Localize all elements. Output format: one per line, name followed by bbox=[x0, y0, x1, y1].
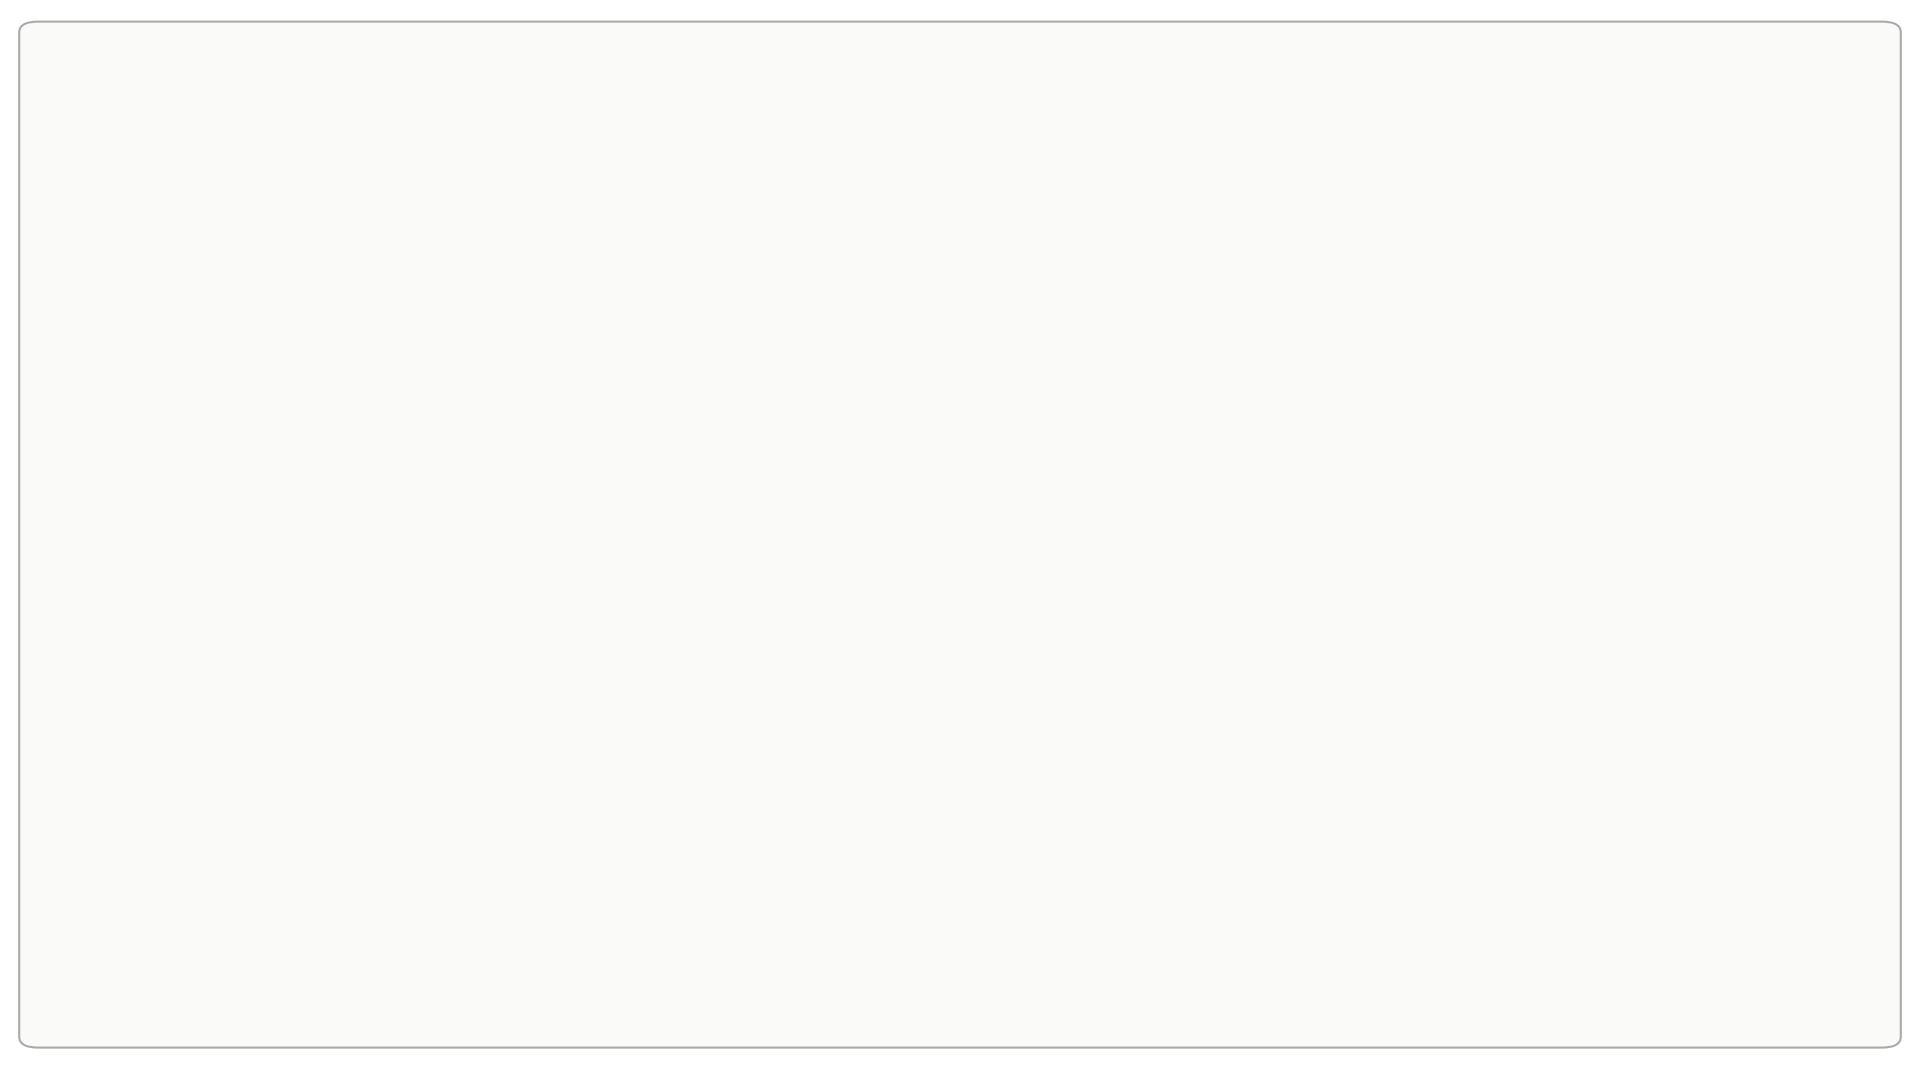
Polygon shape bbox=[588, 582, 699, 983]
Polygon shape bbox=[111, 181, 223, 983]
Polygon shape bbox=[747, 678, 856, 983]
Circle shape bbox=[1513, 195, 1536, 214]
Polygon shape bbox=[1538, 802, 1649, 983]
Circle shape bbox=[1465, 220, 1498, 246]
Title: The Countries With the Most Active Volcanoes: The Countries With the Most Active Volca… bbox=[705, 48, 1215, 67]
Polygon shape bbox=[1064, 775, 1173, 983]
Text: Countries with active
volcanoes since 1950: Countries with active volcanoes since 19… bbox=[1427, 324, 1571, 354]
Polygon shape bbox=[1380, 802, 1490, 983]
Polygon shape bbox=[1427, 257, 1519, 352]
Polygon shape bbox=[904, 747, 1016, 983]
Polygon shape bbox=[430, 458, 540, 983]
Text: Indonesia : 58: Indonesia : 58 bbox=[1536, 230, 1645, 245]
Polygon shape bbox=[1697, 816, 1809, 983]
Circle shape bbox=[1490, 206, 1517, 228]
Polygon shape bbox=[1221, 789, 1332, 983]
Polygon shape bbox=[271, 430, 382, 983]
